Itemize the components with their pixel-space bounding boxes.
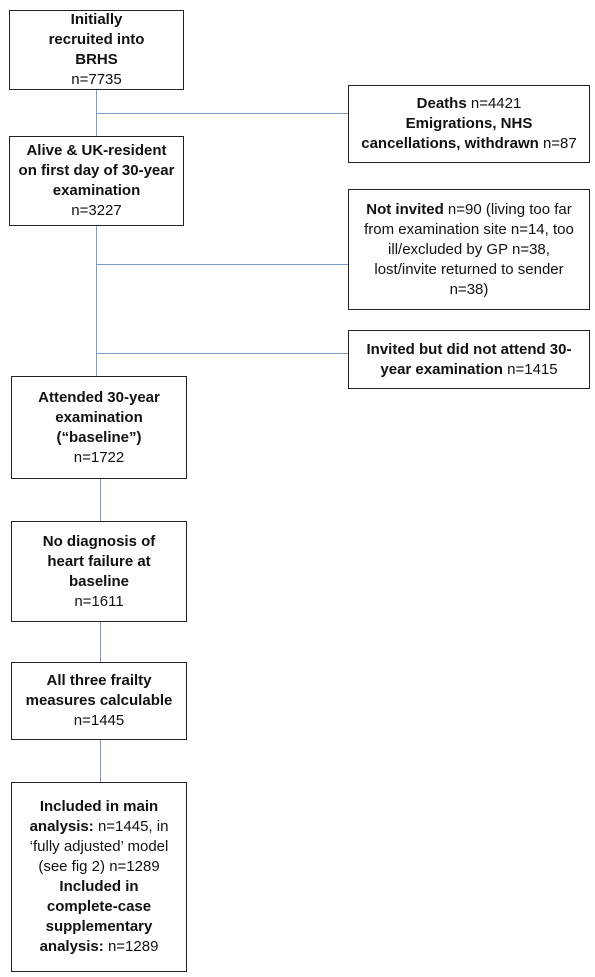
alive-count: n=3227	[71, 202, 122, 219]
not-invited-box: Not invited n=90 (living too far from ex…	[348, 189, 590, 310]
no-hf-box: No diagnosis of heart failure at baselin…	[11, 521, 187, 622]
no-hf-count: n=1611	[74, 592, 124, 610]
included-main-label: Included in main analysis:	[29, 798, 159, 835]
included-cc-text: n=1289	[103, 938, 159, 955]
alive-title: Alive & UK-resident on first day of 30-y…	[18, 142, 175, 199]
frailty-box: All three frailty measures calculable n=…	[11, 662, 187, 740]
frailty-title: All three frailty measures calculable	[25, 672, 173, 709]
connector-not-invited	[96, 264, 348, 265]
connector-trunk	[100, 740, 101, 782]
frailty-count: n=1445	[73, 712, 125, 729]
deaths-line: Deaths n=4421	[417, 94, 522, 114]
connector-not-attend	[96, 353, 348, 354]
emigrations-label: Emigrations, NHS cancellations, withdraw…	[361, 115, 539, 152]
deaths-label: Deaths	[416, 95, 467, 112]
included-main: Included in main analysis: n=1445, in ‘f…	[17, 797, 181, 877]
not-attend-label: Invited but did not attend 30-year exami…	[366, 340, 572, 378]
no-hf-title: No diagnosis of heart failure at baselin…	[42, 532, 156, 590]
emigrations-line: Emigrations, NHS cancellations, withdraw…	[355, 114, 583, 154]
recruited-count: n=7735	[71, 71, 122, 88]
not-attend-box: Invited but did not attend 30-year exami…	[348, 330, 590, 389]
connector-trunk	[100, 622, 101, 662]
attended-title: Attended 30-year examination (“baseline”…	[38, 388, 160, 446]
not-invited-text: n=90 (living too far from examination si…	[364, 200, 574, 298]
included-cc-label: Included in complete-case supplementary …	[39, 878, 153, 955]
not-invited-text-block: Not invited n=90 (living too far from ex…	[355, 200, 583, 300]
deaths-box: Deaths n=4421 Emigrations, NHS cancellat…	[348, 85, 590, 163]
included-main-text: n=1445, in ‘fully adjusted’ model (see f…	[29, 818, 169, 875]
attended-box: Attended 30-year examination (“baseline”…	[11, 376, 187, 479]
not-attend-value: n=1415	[502, 360, 558, 378]
recruited-box: Initially recruited into BRHS n=7735	[9, 10, 184, 90]
recruited-title: Initially recruited into BRHS	[48, 11, 145, 68]
included-box: Included in main analysis: n=1445, in ‘f…	[11, 782, 187, 972]
connector-trunk	[100, 479, 101, 521]
alive-box: Alive & UK-resident on first day of 30-y…	[9, 136, 184, 226]
connector-deaths	[96, 113, 348, 114]
included-cc: Included in complete-case supplementary …	[24, 877, 174, 957]
not-invited-label: Not invited	[366, 200, 444, 218]
connector-trunk	[96, 226, 97, 376]
deaths-value: n=4421	[466, 95, 522, 112]
attended-count: n=1722	[73, 448, 125, 466]
not-attend-text-block: Invited but did not attend 30-year exami…	[355, 340, 583, 380]
emigrations-value: n=87	[538, 135, 577, 152]
